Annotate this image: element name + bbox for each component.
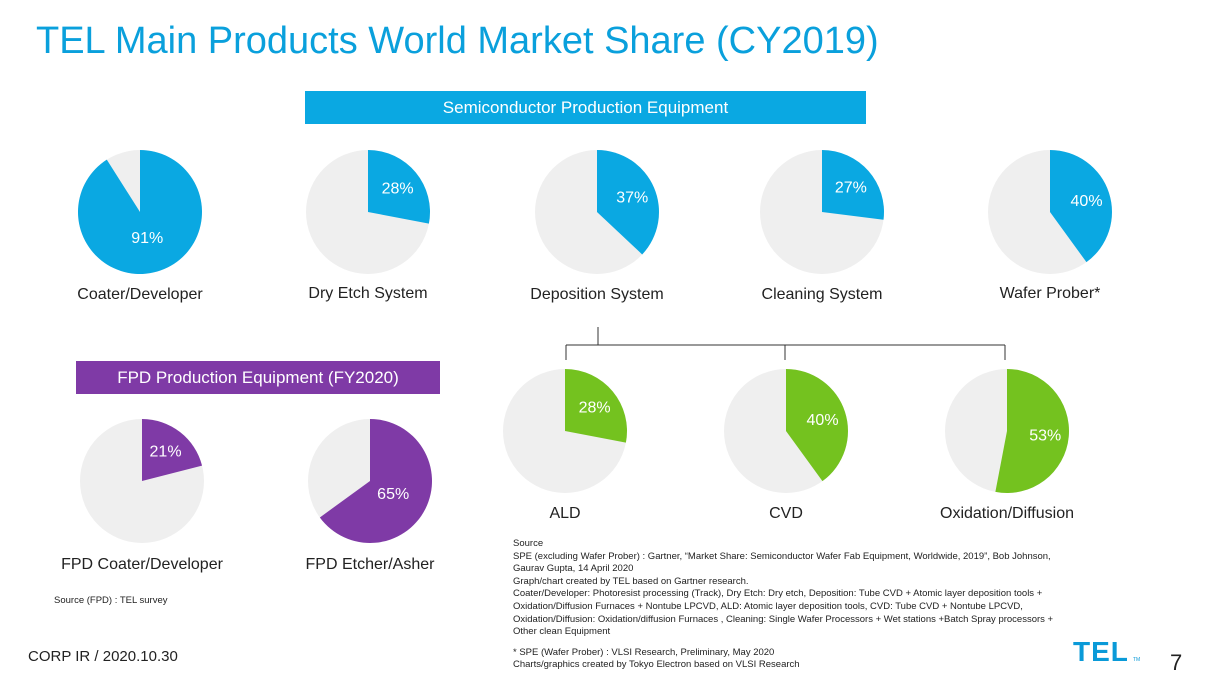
pie-chart: 40% bbox=[988, 150, 1112, 274]
source-line: Source bbox=[513, 538, 544, 549]
pie-chart: 37% bbox=[535, 150, 659, 274]
pie-category-label: FPD Etcher/Asher bbox=[305, 556, 435, 573]
pie-chart: 91% bbox=[77, 150, 202, 274]
pie-category-label: FPD Coater/Developer bbox=[61, 556, 223, 573]
pie-category-label: Dry Etch System bbox=[308, 285, 428, 302]
source-line: SPE (excluding Wafer Prober) : Gartner, … bbox=[513, 550, 1051, 562]
pie-share-slice bbox=[995, 369, 1069, 493]
source-notes: Source SPE (excluding Wafer Prober) : Gar… bbox=[513, 538, 1133, 672]
pie-share-slice bbox=[822, 150, 884, 220]
source-line: Gaurav Gupta, 14 April 2020 bbox=[513, 563, 634, 575]
source-line: Graph/chart created by TEL based on Gart… bbox=[513, 575, 749, 587]
pie-value-label: 40% bbox=[807, 412, 839, 429]
source-line: Coater/Developer: Photoresist processing… bbox=[513, 588, 1043, 600]
source-line: Charts/graphics created by Tokyo Electro… bbox=[513, 659, 800, 671]
pie-value-label: 37% bbox=[616, 190, 648, 207]
pie-value-label: 53% bbox=[1029, 428, 1061, 445]
pie-share-slice bbox=[319, 419, 432, 543]
pie-chart: 53% bbox=[945, 369, 1069, 493]
pie-value-label: 91% bbox=[131, 230, 163, 247]
footer-corp-ir: CORP IR / 2020.10.30 bbox=[28, 648, 178, 665]
pie-category-label: CVD bbox=[769, 505, 803, 522]
pie-share-slice bbox=[368, 150, 430, 224]
pie-value-label: 28% bbox=[579, 399, 611, 416]
pie-share-slice bbox=[142, 419, 203, 481]
spe-banner: Semiconductor Production Equipment bbox=[305, 91, 866, 124]
pie-value-label: 40% bbox=[1071, 193, 1103, 210]
page-number: 7 bbox=[1170, 650, 1183, 675]
pie-chart: 28% bbox=[306, 150, 430, 274]
pie-value-label: 28% bbox=[382, 180, 414, 197]
source-line: Other clean Equipment bbox=[513, 626, 611, 638]
fpd-source-note: Source (FPD) : TEL survey bbox=[54, 595, 168, 606]
pie-share-slice bbox=[786, 369, 848, 482]
pie-category-label: Coater/Developer bbox=[77, 286, 203, 303]
pie-category-label: Deposition System bbox=[530, 286, 664, 303]
source-line: Oxidation/Diffusion Furnaces + Nontube L… bbox=[513, 600, 1023, 612]
pie-value-label: 21% bbox=[150, 444, 182, 461]
pie-value-label: 27% bbox=[835, 180, 867, 197]
page-title: TEL Main Products World Market Share (CY… bbox=[36, 20, 879, 62]
pie-share-slice bbox=[1050, 150, 1112, 263]
pie-share-slice bbox=[597, 150, 659, 255]
pie-chart: 40% bbox=[724, 369, 848, 493]
pie-category-label: ALD bbox=[549, 505, 581, 522]
source-line bbox=[513, 639, 1133, 647]
source-line: * SPE (Wafer Prober) : VLSI Research, Pr… bbox=[513, 646, 775, 658]
pie-value-label: 65% bbox=[377, 486, 409, 503]
tel-logo: TEL bbox=[1073, 636, 1129, 667]
tel-logo-trademark: TM bbox=[1133, 657, 1141, 663]
pie-share-slice bbox=[565, 369, 627, 443]
pie-category-label: Cleaning System bbox=[761, 286, 883, 303]
pie-chart: 28% bbox=[503, 369, 627, 493]
fpd-banner: FPD Production Equipment (FY2020) bbox=[76, 361, 440, 394]
pie-share-slice bbox=[77, 150, 202, 274]
pie-chart: 27% bbox=[760, 150, 884, 274]
pie-chart: 21% bbox=[80, 419, 204, 543]
pie-category-label: Wafer Prober* bbox=[999, 285, 1101, 302]
pie-category-label: Oxidation/Diffusion bbox=[940, 505, 1074, 522]
pie-chart: 65% bbox=[308, 419, 432, 543]
source-line: Oxidation/Diffusion: Oxidation/diffusion… bbox=[513, 613, 1054, 625]
